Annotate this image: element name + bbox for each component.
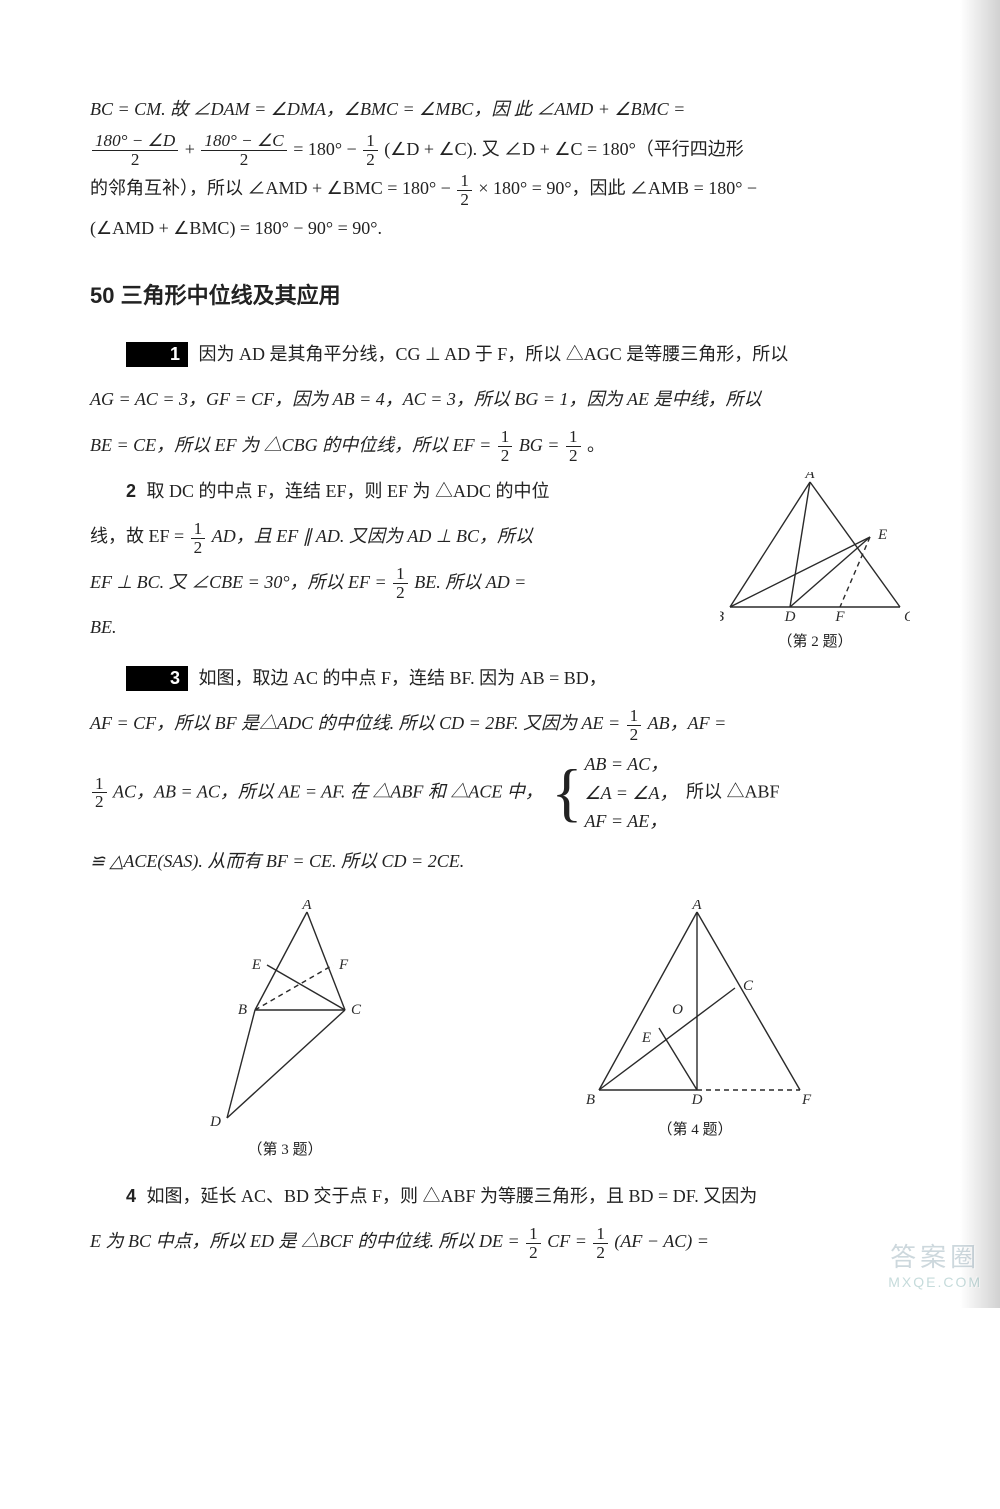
svg-text:D: D xyxy=(784,609,796,622)
svg-text:F: F xyxy=(801,1092,812,1108)
problem-2-l4: BE. xyxy=(90,608,706,648)
text: BE. xyxy=(90,617,117,637)
text: BG = xyxy=(519,435,564,455)
text: 因为 AD 是其角平分线，CG ⊥ AD 于 F，所以 △AGC 是等腰三角形，… xyxy=(199,344,789,364)
page-body: BC = CM. 故 ∠DAM = ∠DMA，∠BMC = ∠MBC，因 此 ∠… xyxy=(0,0,1000,1308)
text: (AF − AC) = xyxy=(614,1231,708,1251)
problem-2-row: 2 取 DC 的中点 F，连结 EF，则 EF 为 △ADC 的中位 线，故 E… xyxy=(90,472,910,659)
problem-2: 2 取 DC 的中点 F，连结 EF，则 EF 为 △ADC 的中位 xyxy=(90,472,706,512)
text: 。 xyxy=(587,435,605,455)
svg-text:C: C xyxy=(904,609,910,622)
problem-3-l3: 1 2 AC，AB = AC，所以 AE = AF. 在 △ABF 和 △ACE… xyxy=(90,750,910,836)
figure-caption: （第 2 题） xyxy=(777,634,852,650)
svg-text:D: D xyxy=(209,1114,221,1130)
text: (∠AMD + ∠BMC) = 180° − 90° = 90°. xyxy=(90,218,382,238)
sys-line: AF = AE， xyxy=(584,807,677,836)
svg-text:F: F xyxy=(338,957,349,973)
frac-half: 1 2 xyxy=(566,428,581,465)
problem-1: 1 因为 AD 是其角平分线，CG ⊥ AD 于 F，所以 △AGC 是等腰三角… xyxy=(90,335,910,375)
text: (∠D + ∠C). 又 ∠D + ∠C = 180°（平行四边形 xyxy=(384,139,744,159)
figure-caption: （第 4 题） xyxy=(657,1122,732,1138)
text: AF = CF，所以 BF 是△ADC 的中位线. 所以 CD = 2BF. 又… xyxy=(90,713,625,733)
figure-4: A B D F C E O （第 4 题） xyxy=(575,900,815,1167)
figure-4-svg: A B D F C E O xyxy=(575,900,815,1110)
problem-2-l2: 线，故 EF = 1 2 AD，且 EF ∥ AD. 又因为 AD ⊥ BC，所… xyxy=(90,517,706,557)
text: AB，AF = xyxy=(648,713,727,733)
text: 如图，取边 AC 的中点 F，连结 BF. 因为 AB = BD， xyxy=(199,668,607,688)
figure-3-svg: A E F B C D xyxy=(185,900,385,1130)
svg-text:C: C xyxy=(351,1002,362,1018)
frac-half: 1 2 xyxy=(498,428,513,465)
svg-text:D: D xyxy=(691,1092,703,1108)
svg-text:A: A xyxy=(301,900,312,913)
frac-half: 1 2 xyxy=(526,1225,541,1262)
text: 所以 △ABF xyxy=(686,781,780,801)
frac-half: 1 2 xyxy=(457,172,472,209)
problem-3-l4: ≌ △ACE(SAS). 从而有 BF = CE. 所以 CD = 2CE. xyxy=(90,842,910,882)
text: 取 DC 的中点 F，连结 EF，则 EF 为 △ADC 的中位 xyxy=(147,481,550,501)
text: + xyxy=(185,139,200,159)
sys-line: ∠A = ∠A， xyxy=(584,779,677,808)
problem-4-l2: E 为 BC 中点，所以 ED 是 △BCF 的中位线. 所以 DE = 1 2… xyxy=(90,1222,910,1262)
svg-text:A: A xyxy=(691,900,702,913)
svg-text:E: E xyxy=(877,527,887,543)
text: 线，故 EF = xyxy=(90,526,189,546)
figure-2: A B D F C E （第 2 题） xyxy=(720,472,910,659)
problem-badge: 1 xyxy=(126,342,188,367)
frac-half: 1 2 xyxy=(191,520,206,557)
problem-1-cont: AG = AC = 3，GF = CF，因为 AB = 4，AC = 3，所以 … xyxy=(90,380,910,420)
svg-text:E: E xyxy=(641,1030,651,1046)
watermark: 答案圈 MXQE.COM xyxy=(888,1237,982,1290)
sys-line: AB = AC， xyxy=(584,750,677,779)
section-title: 50 三角形中位线及其应用 xyxy=(90,272,910,320)
text: AC，AB = AC，所以 AE = AF. 在 △ABF 和 △ACE 中， xyxy=(113,781,543,801)
text: E 为 BC 中点，所以 ED 是 △BCF 的中位线. 所以 DE = xyxy=(90,1231,524,1251)
problem-badge: 3 xyxy=(126,666,188,691)
frac-half: 1 2 xyxy=(363,132,378,169)
problem-1-end: BE = CE，所以 EF 为 △CBG 的中位线，所以 EF = 1 2 BG… xyxy=(90,426,910,466)
text: EF ⊥ BC. 又 ∠CBE = 30°，所以 EF = xyxy=(90,572,391,592)
problem-number: 4 xyxy=(126,1186,136,1206)
watermark-line2: MXQE.COM xyxy=(888,1274,982,1290)
problem-number: 2 xyxy=(126,481,136,501)
frac-half: 1 2 xyxy=(393,565,408,602)
problem-2-l3: EF ⊥ BC. 又 ∠CBE = 30°，所以 EF = 1 2 BE. 所以… xyxy=(90,563,706,603)
figure-2-svg: A B D F C E xyxy=(720,472,910,622)
frac: 180° − ∠D 2 xyxy=(92,132,178,169)
text: BC = CM. 故 ∠DAM = ∠DMA，∠BMC = ∠MBC，因 此 ∠… xyxy=(90,99,685,119)
text: AG = AC = 3，GF = CF，因为 AB = 4，AC = 3，所以 … xyxy=(90,389,762,409)
svg-text:C: C xyxy=(743,978,754,994)
problem-3: 3 如图，取边 AC 的中点 F，连结 BF. 因为 AB = BD， xyxy=(90,659,910,699)
figure-caption: （第 3 题） xyxy=(247,1142,322,1158)
figure-3: A E F B C D （第 3 题） xyxy=(185,900,385,1167)
svg-text:O: O xyxy=(672,1002,683,1018)
frac: 180° − ∠C 2 xyxy=(201,132,286,169)
svg-text:B: B xyxy=(586,1092,595,1108)
svg-text:B: B xyxy=(238,1002,247,1018)
text: × 180° = 90°，因此 ∠AMB = 180° − xyxy=(478,178,757,198)
text: BE = CE，所以 EF 为 △CBG 的中位线，所以 EF = xyxy=(90,435,496,455)
watermark-line1: 答案圈 xyxy=(890,1242,980,1272)
page-edge-shadow xyxy=(960,0,1000,1308)
frac-half: 1 2 xyxy=(593,1225,608,1262)
figures-row: A E F B C D （第 3 题） A B D F C E O （第 4 题） xyxy=(90,900,910,1167)
text: 如图，延长 AC、BD 交于点 F，则 △ABF 为等腰三角形，且 BD = D… xyxy=(147,1186,758,1206)
text: 的邻角互补），所以 ∠AMD + ∠BMC = 180° − xyxy=(90,178,455,198)
problem-4: 4 如图，延长 AC、BD 交于点 F，则 △ABF 为等腰三角形，且 BD =… xyxy=(90,1177,910,1217)
frac-half: 1 2 xyxy=(627,707,642,744)
svg-text:B: B xyxy=(720,609,724,622)
text: AD，且 EF ∥ AD. 又因为 AD ⊥ BC，所以 xyxy=(212,526,533,546)
carryover-para: BC = CM. 故 ∠DAM = ∠DMA，∠BMC = ∠MBC，因 此 ∠… xyxy=(90,90,910,248)
text: = 180° − xyxy=(293,139,361,159)
frac-half: 1 2 xyxy=(92,775,107,812)
text: CF = xyxy=(547,1231,591,1251)
text: BE. 所以 AD = xyxy=(414,572,526,592)
problem-3-l2: AF = CF，所以 BF 是△ADC 的中位线. 所以 CD = 2BF. 又… xyxy=(90,704,910,744)
svg-text:A: A xyxy=(804,472,815,482)
svg-text:E: E xyxy=(251,957,261,973)
text: ≌ △ACE(SAS). 从而有 BF = CE. 所以 CD = 2CE. xyxy=(90,851,464,871)
svg-text:F: F xyxy=(834,609,845,622)
equation-system: { AB = AC， ∠A = ∠A， AF = AE， xyxy=(551,750,677,836)
